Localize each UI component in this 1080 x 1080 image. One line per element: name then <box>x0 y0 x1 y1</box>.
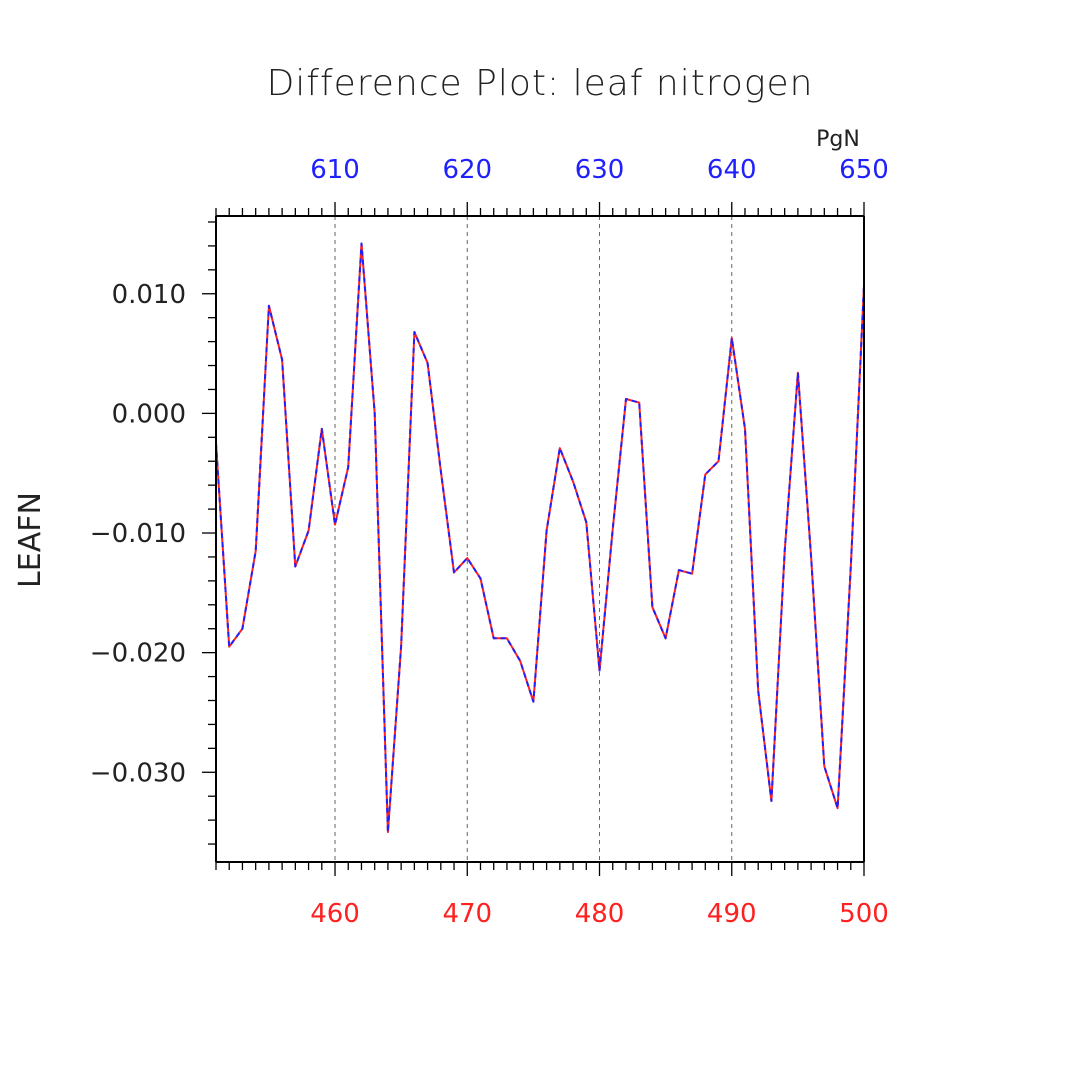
y-axis-label: LEAFN <box>13 492 48 588</box>
x-tick-label-top: 630 <box>575 155 625 185</box>
x-tick-label-top: 620 <box>442 155 492 185</box>
x-tick-label-bottom: 460 <box>310 899 360 929</box>
y-tick-label: 0.010 <box>112 280 186 310</box>
x-tick-label-bottom: 490 <box>707 899 757 929</box>
y-tick-label: −0.010 <box>90 519 186 549</box>
label-layer: 0.010 0.000 −0.010 −0.020 −0.030 460 470 480 490… <box>90 155 889 929</box>
y-tick-label: −0.020 <box>90 639 186 669</box>
x-tick-label-top: 610 <box>310 155 360 185</box>
x-tick-label-top: 650 <box>839 155 889 185</box>
y-tick-label: −0.030 <box>90 758 186 788</box>
line-layer <box>215 242 865 834</box>
x-tick-label-bottom: 500 <box>839 899 889 929</box>
axis-layer <box>202 202 865 876</box>
top-axis-unit: PgN <box>816 127 860 152</box>
series-line-red <box>215 242 865 834</box>
y-tick-label: 0.000 <box>112 399 186 429</box>
x-tick-label-bottom: 470 <box>442 899 492 929</box>
x-tick-label-top: 640 <box>707 155 757 185</box>
x-tick-label-bottom: 480 <box>575 899 625 929</box>
chart-title: Difference Plot: leaf nitrogen <box>267 63 814 104</box>
series-line-blue-dashed <box>215 242 865 834</box>
grid-layer <box>334 216 733 862</box>
